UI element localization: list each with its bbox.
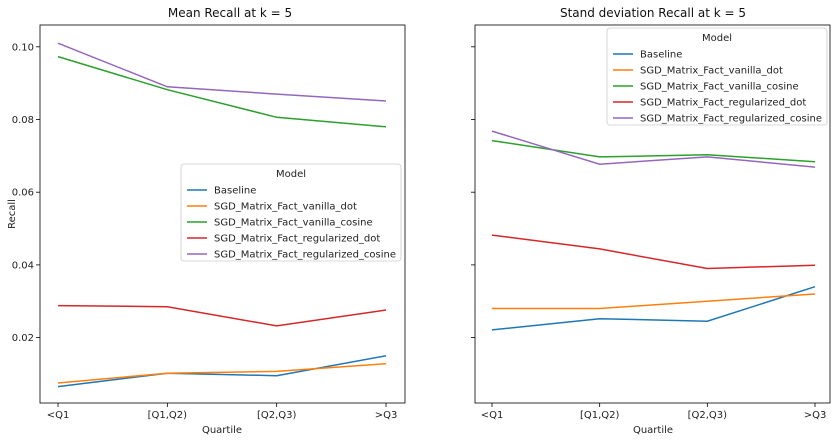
legend-title: Model xyxy=(276,169,306,180)
series-line-3 xyxy=(57,55,387,128)
y-tick-label: 0.02 xyxy=(12,333,34,344)
y-ticks: 0.02 0.04 0.06 0.08 0.10 xyxy=(12,42,40,344)
legend-entry: SGD_Matrix_Fact_regularized_cosine xyxy=(214,250,396,261)
series-line-4 xyxy=(57,304,387,327)
x-tick-label: [Q2,Q3) xyxy=(688,410,728,421)
x-ticks: <Q1 [Q1,Q2) [Q2,Q3) >Q3 xyxy=(47,403,398,421)
series-line-1 xyxy=(57,355,387,388)
legend-items: Baseline SGD_Matrix_Fact_vanilla_dot SGD_M… xyxy=(187,186,396,261)
x-tick-label: <Q1 xyxy=(481,410,504,421)
std-recall-panel: Stand deviation Recall at k = 5 <Q1 [Q1,Q… xyxy=(471,6,831,436)
chart-title: Stand deviation Recall at k = 5 xyxy=(560,6,746,20)
y-tick-label: 0.08 xyxy=(12,115,34,126)
series-line-3 xyxy=(491,139,816,163)
plot-frame xyxy=(474,24,831,404)
legend-entry: SGD_Matrix_Fact_regularized_dot xyxy=(640,98,806,109)
x-axis-label: Quartile xyxy=(633,425,673,436)
chart-title: Mean Recall at k = 5 xyxy=(168,6,292,20)
x-axis-label: Quartile xyxy=(202,425,242,436)
y-ticks xyxy=(471,46,475,338)
x-tick-label: [Q2,Q3) xyxy=(257,410,297,421)
series-line-1 xyxy=(491,285,816,331)
legend-box xyxy=(606,27,828,126)
x-tick-label: [Q1,Q2) xyxy=(148,410,188,421)
legend: Model Baseline SGD_Matrix_Fact_vanilla_do… xyxy=(606,27,828,126)
legend-box xyxy=(180,163,402,262)
legend-items: Baseline SGD_Matrix_Fact_vanilla_dot SGD_M… xyxy=(613,50,822,125)
legend-entry: SGD_Matrix_Fact_vanilla_dot xyxy=(640,66,783,77)
legend-entry: Baseline xyxy=(640,50,682,61)
legend-entry: Baseline xyxy=(214,186,256,197)
x-tick-label: <Q1 xyxy=(47,410,70,421)
series-lines xyxy=(57,42,387,388)
series-line-4 xyxy=(491,234,816,270)
x-tick-label: [Q1,Q2) xyxy=(580,410,620,421)
y-tick-label: 0.10 xyxy=(12,42,34,53)
y-tick-label: 0.06 xyxy=(12,188,34,199)
series-line-5 xyxy=(57,42,387,102)
series-lines xyxy=(491,130,816,331)
x-tick-label: >Q3 xyxy=(375,410,398,421)
mean-recall-panel: Mean Recall at k = 5 <Q1 [Q1,Q2) [Q2,Q3) >Q… xyxy=(7,6,406,436)
legend-entry: SGD_Matrix_Fact_vanilla_cosine xyxy=(214,218,373,229)
series-line-2 xyxy=(57,362,387,384)
plot-frame xyxy=(39,24,406,404)
y-axis-label: Recall xyxy=(7,199,18,229)
legend-entry: SGD_Matrix_Fact_vanilla_dot xyxy=(214,202,357,213)
y-tick-label: 0.04 xyxy=(12,260,34,271)
legend-entry: SGD_Matrix_Fact_regularized_cosine xyxy=(640,114,822,125)
legend: Model Baseline SGD_Matrix_Fact_vanilla_do… xyxy=(180,163,402,262)
series-line-2 xyxy=(492,293,816,310)
legend-title: Model xyxy=(702,33,732,44)
x-ticks: <Q1 [Q1,Q2) [Q2,Q3) >Q3 xyxy=(481,403,827,421)
legend-entry: SGD_Matrix_Fact_vanilla_cosine xyxy=(640,82,799,93)
x-tick-label: >Q3 xyxy=(804,410,827,421)
legend-entry: SGD_Matrix_Fact_regularized_dot xyxy=(214,234,380,245)
series-line-5 xyxy=(491,130,816,168)
